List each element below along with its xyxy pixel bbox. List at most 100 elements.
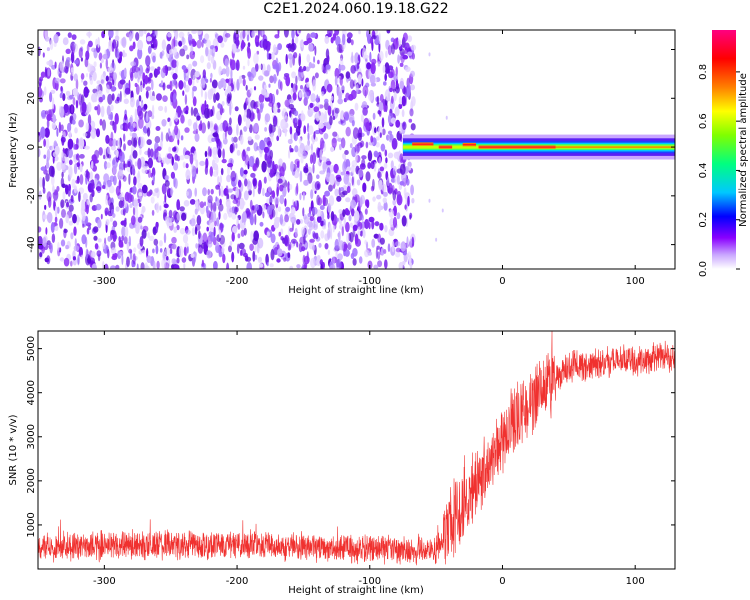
noise-blob xyxy=(276,258,281,263)
noise-blob xyxy=(278,231,282,237)
noise-blob xyxy=(342,153,347,160)
noise-blob xyxy=(164,180,170,187)
noise-blob xyxy=(171,79,177,87)
noise-blob xyxy=(236,149,241,156)
noise-blob xyxy=(229,240,233,247)
noise-blob xyxy=(264,113,271,123)
noise-blob xyxy=(129,132,133,137)
noise-blob xyxy=(329,264,336,269)
noise-blob xyxy=(52,185,55,193)
noise-blob xyxy=(120,220,127,226)
noise-blob xyxy=(62,191,66,200)
noise-blob xyxy=(48,196,52,208)
noise-blob xyxy=(336,195,342,202)
noise-blob xyxy=(201,122,206,134)
noise-blob xyxy=(139,136,145,148)
noise-blob xyxy=(115,264,120,269)
noise-blob xyxy=(264,192,271,198)
noise-blob xyxy=(60,136,66,143)
noise-blob xyxy=(176,257,180,264)
noise-blob xyxy=(277,178,283,184)
noise-blob xyxy=(410,70,415,78)
noise-blob xyxy=(280,81,283,91)
noise-blob xyxy=(78,137,85,150)
noise-blob xyxy=(318,122,324,129)
noise-blob xyxy=(229,103,232,116)
noise-blob xyxy=(86,73,88,78)
noise-blob xyxy=(126,243,130,251)
noise-blob xyxy=(204,91,207,101)
noise-blob xyxy=(281,110,285,117)
noise-blob xyxy=(316,215,322,223)
noise-blob xyxy=(411,197,415,204)
noise-blob xyxy=(402,260,406,266)
noise-blob xyxy=(294,145,299,153)
noise-blob xyxy=(327,30,333,38)
noise-blob xyxy=(153,238,159,246)
noise-blob xyxy=(242,65,246,70)
noise-blob xyxy=(305,66,310,72)
noise-blob xyxy=(303,65,307,72)
noise-blob xyxy=(312,232,317,240)
noise-blob xyxy=(234,206,238,215)
noise-blob xyxy=(236,124,239,136)
y-tick-label: 4000 xyxy=(26,380,37,405)
noise-blob xyxy=(243,114,247,122)
noise-blob xyxy=(131,132,137,138)
noise-blob xyxy=(85,131,91,139)
noise-blob xyxy=(187,63,193,70)
noise-blob xyxy=(274,163,279,170)
noise-blob xyxy=(326,83,333,93)
noise-blob xyxy=(53,199,56,211)
noise-blob xyxy=(145,67,150,74)
noise-blob xyxy=(128,235,131,247)
noise-blob xyxy=(402,54,409,60)
noise-blob xyxy=(364,57,368,62)
noise-blob xyxy=(351,120,355,127)
noise-blob xyxy=(364,208,368,215)
y-tick-label: 20 xyxy=(26,92,37,105)
noise-blob xyxy=(46,240,51,246)
noise-blob xyxy=(191,227,196,237)
noise-blob xyxy=(379,237,385,245)
snr-xlabel: Height of straight line (km) xyxy=(288,585,424,596)
noise-blob xyxy=(267,186,272,193)
noise-blob xyxy=(302,254,306,265)
noise-blob xyxy=(114,113,119,125)
noise-blob xyxy=(207,52,211,62)
noise-blob xyxy=(372,196,376,202)
noise-blob xyxy=(225,66,230,77)
noise-blob xyxy=(169,49,173,55)
noise-blob xyxy=(369,74,376,85)
noise-blob xyxy=(222,253,226,264)
noise-blob xyxy=(229,58,233,66)
noise-blob xyxy=(246,45,250,54)
noise-blob xyxy=(254,254,258,260)
noise-blob xyxy=(359,196,363,208)
noise-blob xyxy=(202,187,207,197)
noise-blob xyxy=(191,38,196,45)
noise-blob xyxy=(336,176,342,182)
noise-blob xyxy=(182,90,185,96)
noise-blob xyxy=(371,220,375,230)
noise-blob xyxy=(388,71,394,79)
noise-blob xyxy=(238,242,245,250)
noise-blob xyxy=(87,102,92,113)
noise-blob xyxy=(103,173,110,183)
noise-blob xyxy=(43,86,47,96)
noise-blob xyxy=(74,238,77,248)
noise-blob xyxy=(332,115,336,121)
noise-blob xyxy=(335,250,338,259)
noise-blob xyxy=(445,115,448,120)
noise-blob xyxy=(93,178,98,186)
noise-blob xyxy=(404,204,407,210)
noise-blob xyxy=(366,62,372,70)
noise-blob xyxy=(56,206,60,214)
noise-blob xyxy=(322,194,326,207)
noise-blob xyxy=(129,203,133,209)
noise-blob xyxy=(398,96,402,105)
noise-blob xyxy=(221,247,225,253)
noise-blob xyxy=(378,101,384,112)
noise-blob xyxy=(379,94,384,103)
noise-blob xyxy=(292,118,295,124)
